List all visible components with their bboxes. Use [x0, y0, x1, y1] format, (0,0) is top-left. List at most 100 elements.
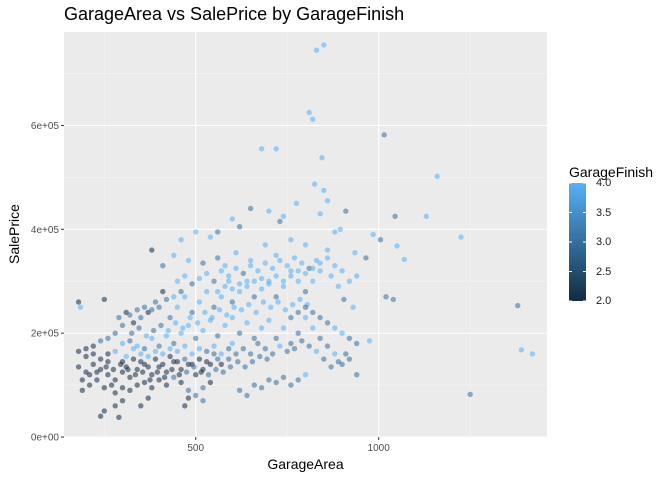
data-point: [129, 330, 135, 336]
data-point: [302, 270, 309, 277]
legend-tick-label: 3.5: [596, 206, 612, 219]
data-point: [205, 372, 212, 378]
y-tick-label: 4e+05: [31, 225, 60, 236]
data-point: [141, 304, 148, 310]
data-point: [167, 314, 173, 321]
data-point: [226, 356, 232, 362]
data-point: [341, 296, 347, 303]
data-point: [269, 265, 276, 271]
data-point: [293, 200, 300, 206]
data-point: [171, 252, 177, 258]
legend-tick-label: 4.0: [596, 177, 612, 189]
data-point: [317, 335, 323, 341]
data-point: [134, 366, 140, 373]
data-point: [310, 278, 316, 284]
data-point: [182, 273, 188, 279]
data-point: [434, 173, 440, 179]
data-point: [171, 374, 177, 380]
data-point: [94, 369, 100, 375]
data-point: [202, 309, 208, 316]
data-point: [174, 348, 181, 354]
data-point: [280, 325, 287, 331]
data-point: [346, 356, 353, 362]
data-point: [171, 340, 177, 347]
data-point: [182, 343, 188, 349]
data-point: [401, 256, 407, 263]
data-point: [262, 346, 268, 352]
data-point: [242, 364, 248, 370]
data-point: [83, 353, 89, 360]
data-point: [324, 255, 331, 261]
data-point: [247, 351, 254, 357]
data-point: [125, 366, 131, 373]
data-point: [218, 361, 224, 367]
data-point: [108, 382, 115, 388]
data-point: [193, 335, 199, 341]
data-point: [226, 346, 232, 352]
data-point: [218, 268, 224, 274]
data-point: [116, 414, 122, 420]
x-tick-label: 1000: [368, 443, 391, 454]
data-point: [222, 283, 228, 290]
data-point: [163, 382, 170, 388]
data-point: [154, 369, 160, 375]
data-point: [152, 356, 159, 362]
data-point: [119, 322, 126, 329]
data-point: [218, 351, 224, 357]
data-point: [215, 333, 221, 339]
data-point: [224, 312, 230, 318]
data-point: [236, 387, 243, 393]
data-point: [185, 257, 192, 264]
x-axis-ticks: 500 1000: [187, 437, 390, 454]
data-point: [251, 382, 257, 388]
data-point: [200, 260, 206, 266]
data-point: [222, 322, 228, 329]
data-point: [75, 299, 82, 305]
data-point: [306, 343, 312, 349]
data-point: [178, 366, 184, 373]
data-point: [193, 372, 199, 378]
data-point: [262, 260, 268, 266]
x-axis-label: GarageArea: [267, 456, 344, 472]
data-point: [233, 351, 239, 357]
data-point: [112, 403, 118, 409]
data-point: [130, 320, 137, 326]
data-point: [324, 247, 331, 253]
data-point: [244, 392, 250, 399]
legend-tick-label: 3.0: [596, 236, 612, 248]
data-point: [288, 268, 294, 274]
data-point: [363, 255, 369, 261]
data-point: [332, 263, 338, 269]
data-point: [127, 387, 133, 393]
data-point: [185, 322, 192, 329]
data-point: [233, 265, 239, 271]
data-point: [299, 338, 305, 344]
legend-tick-marks: [569, 182, 586, 302]
data-point: [143, 333, 149, 339]
data-point: [235, 359, 241, 365]
data-point: [273, 146, 279, 152]
data-point: [284, 263, 290, 269]
data-point: [132, 372, 139, 378]
data-point: [244, 278, 250, 284]
data-point: [295, 268, 301, 274]
data-point: [321, 42, 327, 48]
data-point: [236, 288, 243, 295]
data-point: [141, 379, 148, 386]
data-point: [324, 198, 331, 204]
data-point: [176, 372, 182, 378]
data-point: [311, 181, 318, 187]
data-point: [317, 211, 323, 217]
data-point: [149, 247, 155, 253]
data-point: [247, 205, 254, 212]
data-point: [172, 320, 179, 326]
data-point: [255, 340, 261, 347]
data-point: [160, 288, 166, 295]
data-point: [94, 377, 100, 383]
data-point: [171, 294, 177, 300]
data-point: [302, 242, 309, 248]
data-point: [174, 359, 181, 365]
data-point: [392, 213, 398, 219]
data-point: [227, 364, 234, 370]
